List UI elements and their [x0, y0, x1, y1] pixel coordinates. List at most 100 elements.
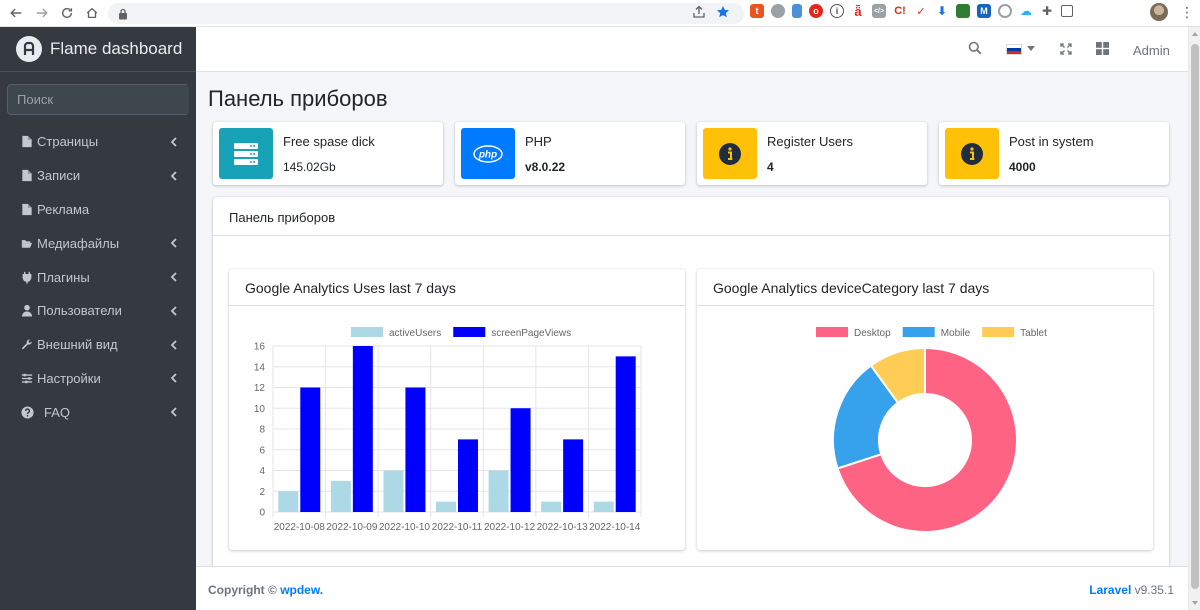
- grid-icon[interactable]: [1096, 42, 1109, 55]
- scroll-down-icon[interactable]: [1192, 601, 1198, 605]
- legend-swatch: [351, 327, 383, 337]
- page-scrollbar[interactable]: [1188, 27, 1200, 610]
- back-icon[interactable]: [4, 1, 28, 25]
- info-value: 4: [767, 160, 774, 174]
- y-tick-label: 8: [259, 425, 265, 436]
- x-tick-label: 2022-10-08: [274, 522, 326, 533]
- x-tick-label: 2022-10-13: [537, 522, 589, 533]
- info-icon: [945, 128, 999, 179]
- extension-icon[interactable]: ☁: [1019, 4, 1033, 18]
- search-icon[interactable]: [968, 41, 982, 55]
- page-title: Панель приборов: [208, 86, 388, 111]
- chevron-left-icon: [170, 171, 177, 181]
- extension-icon[interactable]: ✓: [914, 4, 928, 18]
- bar: [488, 470, 509, 512]
- bar: [352, 346, 373, 512]
- address-bar[interactable]: [108, 3, 744, 24]
- sidebar-item-ads[interactable]: Реклама: [0, 193, 196, 227]
- sidebar-item-faq[interactable]: FAQ: [0, 395, 196, 429]
- sidebar-item-label: Записи: [37, 168, 81, 184]
- forward-icon[interactable]: [30, 1, 54, 25]
- sidebar-menu: Страницы Записи Реклама Медиафайлы Плаги…: [0, 125, 196, 429]
- doughnut-slice: [869, 346, 926, 405]
- sidebar-item-media[interactable]: Медиафайлы: [0, 226, 196, 260]
- sidebar-item-label: Пользователи: [37, 303, 122, 319]
- legend-label: Tablet: [1020, 328, 1047, 339]
- legend-swatch: [902, 327, 935, 337]
- chevron-left-icon: [170, 306, 177, 316]
- y-tick-label: 10: [254, 404, 266, 415]
- version-info: Laravel v9.35.1: [1089, 583, 1174, 597]
- scroll-up-icon[interactable]: [1192, 32, 1198, 36]
- extension-icon[interactable]: C!: [893, 4, 907, 18]
- x-tick-label: 2022-10-14: [589, 522, 641, 533]
- bar: [383, 470, 404, 512]
- chevron-left-icon: [170, 137, 177, 147]
- extension-icon[interactable]: </>: [872, 4, 886, 18]
- extension-icon[interactable]: [998, 4, 1012, 18]
- sidebar-item-posts[interactable]: Записи: [0, 159, 196, 193]
- side-panel-icon[interactable]: [1061, 5, 1073, 17]
- info-box-posts: Post in system 4000: [939, 122, 1169, 185]
- sidebar-item-appearance[interactable]: Внешний вид: [0, 328, 196, 362]
- legend-swatch: [816, 327, 848, 337]
- sidebar-item-users[interactable]: Пользователи: [0, 294, 196, 328]
- y-tick-label: 4: [259, 466, 265, 477]
- home-icon[interactable]: [80, 1, 104, 25]
- extension-icon[interactable]: o: [809, 4, 823, 18]
- copyright-text: Copyright ©: [208, 583, 277, 597]
- sidebar-item-settings[interactable]: Настройки: [0, 362, 196, 396]
- bar: [300, 387, 321, 512]
- puzzle-icon[interactable]: ✚: [1040, 4, 1054, 18]
- legend-label: screenPageViews: [491, 328, 571, 339]
- extension-icon[interactable]: ǟ: [851, 4, 865, 19]
- extension-icon[interactable]: [956, 4, 970, 18]
- bookmark-star-icon[interactable]: [716, 5, 730, 19]
- x-tick-label: 2022-10-12: [484, 522, 536, 533]
- profile-avatar[interactable]: [1150, 3, 1168, 21]
- extension-icon[interactable]: M: [977, 4, 991, 18]
- y-tick-label: 16: [254, 342, 266, 353]
- framework-name: Laravel: [1089, 583, 1132, 597]
- scrollbar-thumb[interactable]: [1191, 44, 1199, 589]
- caret-down-icon[interactable]: [1027, 46, 1035, 51]
- legend-label: Mobile: [941, 328, 971, 339]
- sidebar-search: [7, 84, 189, 115]
- extension-icon[interactable]: ⬇: [935, 4, 949, 18]
- brand-name: Flame dashboard: [50, 39, 183, 58]
- chevron-left-icon: [170, 340, 177, 350]
- extension-icon[interactable]: [771, 4, 785, 18]
- share-icon[interactable]: [692, 5, 706, 19]
- sidebar-item-plugins[interactable]: Плагины: [0, 260, 196, 294]
- search-input[interactable]: [7, 84, 189, 115]
- extension-icon[interactable]: [792, 4, 802, 18]
- user-menu[interactable]: Admin: [1133, 43, 1170, 58]
- device-chart-card: Google Analytics deviceCategory last 7 d…: [697, 269, 1153, 550]
- top-navbar: Admin: [196, 27, 1188, 72]
- reload-icon[interactable]: [55, 1, 79, 25]
- y-tick-label: 6: [259, 445, 265, 456]
- chevron-left-icon: [170, 407, 177, 417]
- sidebar-item-label: Настройки: [37, 370, 101, 386]
- question-circle-icon: [20, 405, 34, 419]
- brand[interactable]: Flame dashboard: [0, 27, 196, 72]
- sidebar-item-label: Реклама: [37, 201, 90, 217]
- fullscreen-icon[interactable]: [1060, 43, 1072, 55]
- extension-icon[interactable]: t: [750, 4, 764, 18]
- legend-label: activeUsers: [389, 328, 441, 339]
- user-icon: [20, 304, 34, 318]
- doughnut-chart: Desktop Mobile Tablet: [816, 327, 1047, 533]
- more-vertical-icon[interactable]: ⋮: [1180, 4, 1194, 20]
- brand-logo-icon: [16, 36, 42, 62]
- sidebar-item-label: Страницы: [37, 134, 99, 150]
- sidebar-item-label: Плагины: [37, 269, 90, 285]
- sidebar-item-label: Внешний вид: [37, 337, 118, 353]
- author-link[interactable]: wpdew.: [280, 583, 324, 597]
- info-label: Register Users: [767, 134, 853, 149]
- info-value: v8.0.22: [525, 160, 566, 174]
- extension-icon[interactable]: i: [830, 4, 844, 18]
- x-tick-label: 2022-10-10: [379, 522, 431, 533]
- russia-flag-icon[interactable]: [1006, 44, 1022, 55]
- y-tick-label: 2: [259, 487, 265, 498]
- sidebar-item-pages[interactable]: Страницы: [0, 125, 196, 159]
